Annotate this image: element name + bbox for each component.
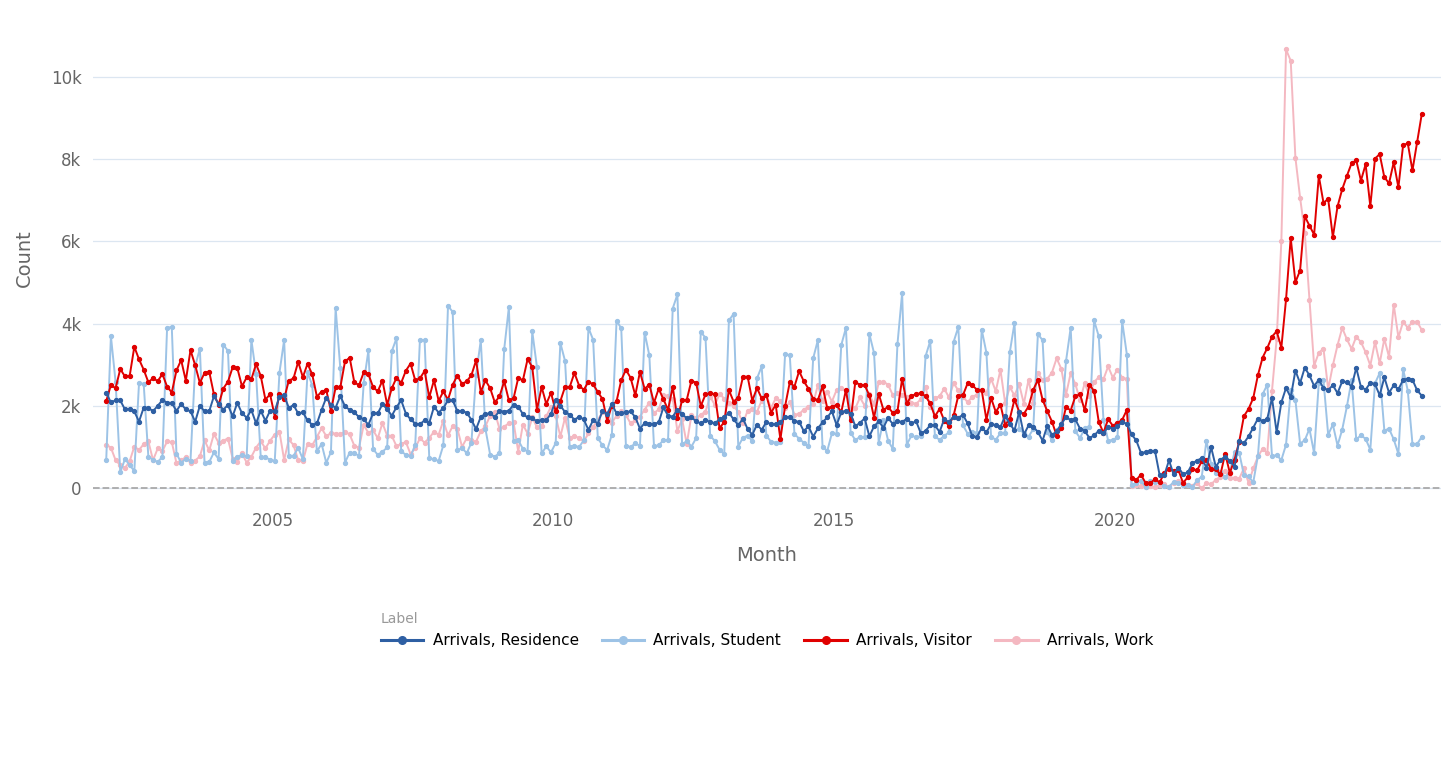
Arrivals, Work [195, 436, 213, 445]
Arrivals, Residence [1006, 426, 1024, 435]
Arrivals, Work [1192, 484, 1210, 493]
Arrivals, Visitor [852, 380, 869, 390]
Arrivals, Work [1414, 325, 1431, 334]
Arrivals, Residence [463, 415, 480, 424]
Arrivals, Work [463, 436, 480, 445]
Arrivals, Residence [1254, 416, 1271, 426]
Arrivals, Residence [1296, 363, 1313, 372]
Arrivals, Residence [195, 407, 213, 416]
Y-axis label: Count: Count [15, 229, 33, 287]
Arrivals, Student [463, 438, 480, 447]
Arrivals, Student [1414, 432, 1431, 441]
Arrivals, Work [1277, 44, 1294, 54]
Line: Arrivals, Residence: Arrivals, Residence [105, 366, 1424, 477]
Line: Arrivals, Visitor: Arrivals, Visitor [105, 112, 1424, 486]
Arrivals, Residence [1414, 391, 1431, 400]
Arrivals, Student [1010, 425, 1028, 434]
Arrivals, Work [852, 393, 869, 402]
Arrivals, Work [1006, 391, 1024, 400]
Arrivals, Visitor [1142, 479, 1159, 488]
Arrivals, Residence [852, 418, 869, 427]
Arrivals, Visitor [1254, 353, 1271, 362]
Arrivals, Student [98, 455, 115, 464]
Arrivals, Work [98, 440, 115, 449]
Arrivals, Visitor [463, 370, 480, 380]
Arrivals, Visitor [1006, 395, 1024, 404]
Line: Arrivals, Student: Arrivals, Student [105, 291, 1424, 489]
Arrivals, Residence [1156, 471, 1174, 480]
Arrivals, Student [852, 433, 869, 442]
Arrivals, Work [1254, 444, 1271, 453]
Arrivals, Student [1258, 380, 1275, 389]
Arrivals, Student [1137, 482, 1155, 492]
Arrivals, Visitor [397, 366, 415, 375]
Arrivals, Work [397, 437, 415, 446]
Arrivals, Student [894, 288, 911, 298]
Arrivals, Visitor [1414, 109, 1431, 118]
Arrivals, Student [195, 459, 213, 468]
Arrivals, Residence [397, 409, 415, 418]
Arrivals, Visitor [195, 368, 213, 377]
X-axis label: Month: Month [737, 546, 798, 565]
Arrivals, Residence [98, 388, 115, 397]
Arrivals, Student [397, 451, 415, 460]
Arrivals, Visitor [98, 397, 115, 406]
Line: Arrivals, Work: Arrivals, Work [105, 48, 1424, 490]
Legend: Arrivals, Residence, Arrivals, Student, Arrivals, Visitor, Arrivals, Work: Arrivals, Residence, Arrivals, Student, … [374, 605, 1159, 654]
